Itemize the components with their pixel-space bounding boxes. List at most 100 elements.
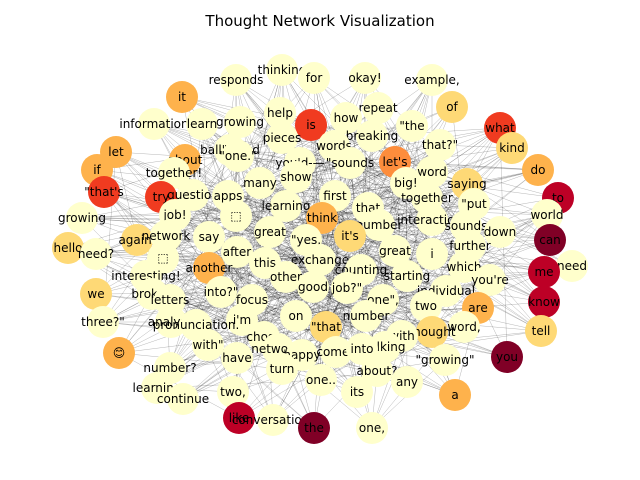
node-circle <box>266 353 298 385</box>
network-edge <box>319 259 403 337</box>
network-node: other <box>270 261 302 293</box>
network-node: turn <box>266 353 298 385</box>
node-circle <box>266 54 298 86</box>
node-label: example, <box>404 73 459 87</box>
node-circle <box>306 202 338 234</box>
network-node: job?" <box>331 272 363 304</box>
network-edge <box>136 239 197 326</box>
network-node: you <box>491 341 523 373</box>
node-label: of <box>446 100 458 114</box>
node-circle <box>350 300 382 332</box>
network-edge <box>394 79 433 252</box>
network-node: another <box>186 252 233 284</box>
node-label: good <box>298 280 328 294</box>
node-circle <box>534 224 566 256</box>
node-circle <box>391 366 423 398</box>
node-label: two, <box>220 385 246 399</box>
node-label: let <box>108 145 124 159</box>
node-label: two <box>415 299 437 313</box>
node-label: other <box>270 270 302 284</box>
network-edge <box>169 239 307 301</box>
node-circle <box>410 290 442 322</box>
node-label: with" <box>193 338 224 352</box>
network-node: need <box>556 250 588 282</box>
node-circle <box>223 402 255 434</box>
network-node: know <box>528 286 560 318</box>
network-edge <box>151 293 386 348</box>
node-circle <box>205 276 237 308</box>
node-circle <box>528 286 560 318</box>
node-circle <box>305 364 337 396</box>
node-circle <box>448 311 480 343</box>
node-circle <box>270 261 302 293</box>
node-label: which <box>447 260 482 274</box>
node-label: network <box>142 229 191 243</box>
network-edge <box>321 217 367 317</box>
node-label: number <box>343 309 390 323</box>
node-circle <box>349 62 381 94</box>
network-node: comes <box>316 336 356 368</box>
network-node: tell <box>525 315 557 347</box>
node-circle <box>270 190 302 222</box>
network-node: learn <box>186 108 218 140</box>
node-circle <box>244 167 276 199</box>
node-label: can <box>539 233 561 247</box>
node-circle <box>138 108 170 140</box>
node-label: job?" <box>331 281 362 295</box>
node-label: pronunciation. <box>153 318 240 332</box>
node-label: you're <box>471 273 508 287</box>
network-node: have <box>221 342 253 374</box>
node-label: "that <box>311 320 341 334</box>
node-label: i <box>430 247 433 261</box>
network-edge <box>365 301 545 317</box>
node-label: down <box>484 225 516 239</box>
network-node: word <box>416 156 448 188</box>
node-label: repeat <box>358 101 397 115</box>
node-circle <box>141 372 173 404</box>
node-label: great <box>254 225 286 239</box>
network-edge <box>115 151 433 173</box>
network-node: two <box>410 290 442 322</box>
node-label: 😊 <box>113 346 126 360</box>
node-label: "the <box>399 119 424 133</box>
network-node: okay! <box>348 62 382 94</box>
network-node: saying <box>447 168 487 200</box>
network-node: into?" <box>204 276 238 308</box>
node-circle <box>87 306 119 338</box>
node-label: starting <box>384 269 431 283</box>
network-node: its <box>341 376 373 408</box>
node-circle <box>341 376 373 408</box>
network-edge <box>281 69 323 219</box>
node-label: after <box>223 245 251 259</box>
network-node: me <box>528 256 560 288</box>
node-label: letters <box>151 293 190 307</box>
network-edge <box>162 257 238 359</box>
node-label: continue <box>157 392 209 406</box>
node-label: the <box>304 421 324 435</box>
node-label: we <box>87 287 104 301</box>
node-circle <box>217 376 249 408</box>
node-circle <box>525 315 557 347</box>
network-node: you're <box>471 264 509 296</box>
node-label: saying <box>447 177 486 191</box>
node-label: me <box>534 265 553 279</box>
node-circle <box>186 108 218 140</box>
node-label: "yes, <box>291 233 321 247</box>
network-edge <box>237 155 315 429</box>
node-label: for <box>306 71 323 85</box>
network-node: can <box>534 224 566 256</box>
node-circle <box>158 157 190 189</box>
node-label: this <box>254 256 276 270</box>
node-circle <box>304 244 336 276</box>
network-node: again. <box>118 224 156 256</box>
node-label: focus <box>236 293 268 307</box>
network-edge <box>251 275 408 301</box>
network-node: growing <box>216 106 264 138</box>
network-node: which <box>447 251 482 283</box>
network-edge <box>312 147 513 288</box>
network-node: the <box>298 412 330 444</box>
node-label: word <box>417 165 447 179</box>
node-label: say <box>199 230 220 244</box>
network-node: number <box>343 300 390 332</box>
